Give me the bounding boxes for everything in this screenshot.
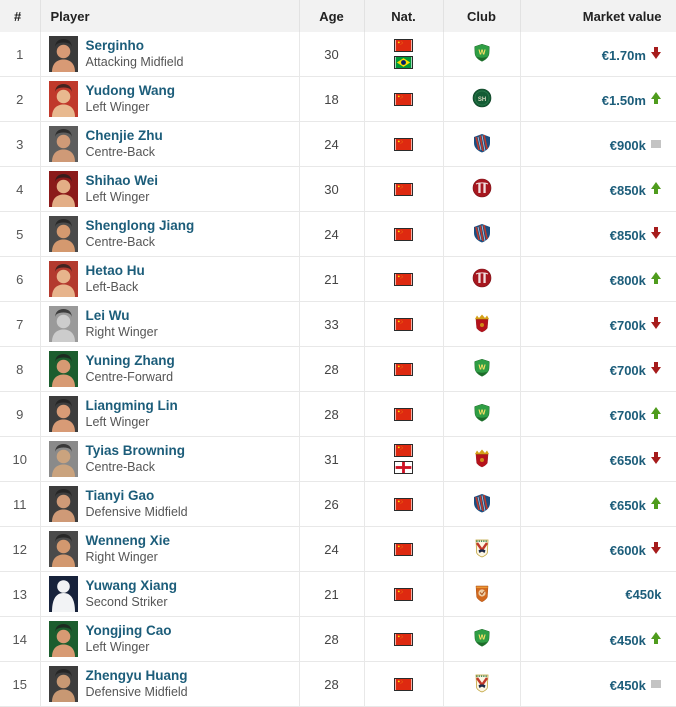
svg-text:W: W bbox=[478, 407, 486, 416]
svg-text:W: W bbox=[478, 47, 486, 56]
svg-text:W: W bbox=[478, 632, 486, 641]
svg-text:W: W bbox=[478, 362, 486, 371]
svg-text:SH: SH bbox=[477, 97, 485, 103]
